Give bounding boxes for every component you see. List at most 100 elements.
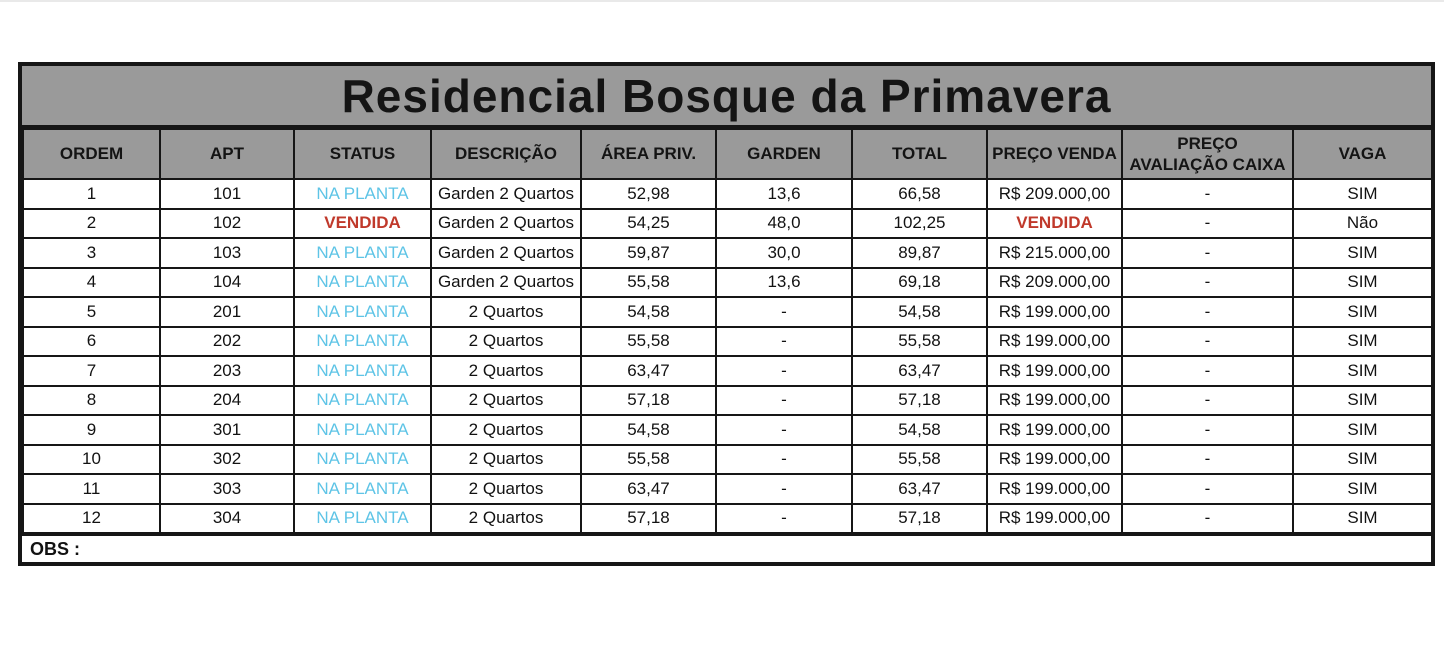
table-cell: SIM [1292,502,1433,534]
table-cell: Garden 2 Quartos [430,207,582,239]
table-cell: R$ 209.000,00 [986,178,1123,210]
table-row: 11 303 NA PLANTA 2 Quartos 63,47-63,47 R$ 199… [22,473,1433,505]
table-cell: - [715,473,853,505]
column-header: APT [159,128,295,180]
table-cell: 303 [159,473,295,505]
table-cell: 104 [159,266,295,298]
table-cell: 2 Quartos [430,414,582,446]
table-cell: - [715,325,853,357]
column-header: DESCRIÇÃO [430,128,582,180]
table-cell: 4 [22,266,161,298]
table-cell: NA PLANTA [293,473,432,505]
table-cell: 54,58 [851,414,988,446]
table-cell: VENDIDA [986,207,1123,239]
table-cell: - [1121,237,1294,269]
table-cell: 203 [159,355,295,387]
table-cell: NA PLANTA [293,178,432,210]
table-cell: R$ 199.000,00 [986,325,1123,357]
table-cell: 11 [22,473,161,505]
table-title: Residencial Bosque da Primavera [22,66,1431,128]
table-cell: 7 [22,355,161,387]
table-cell: - [715,443,853,475]
table-cell: - [1121,443,1294,475]
table-cell: NA PLANTA [293,355,432,387]
table-cell: 12 [22,502,161,534]
table-cell: - [1121,473,1294,505]
table-cell: 2 [22,207,161,239]
table-cell: 201 [159,296,295,328]
table-cell: 54,25 [580,207,717,239]
table-cell: - [1121,502,1294,534]
table-cell: - [1121,355,1294,387]
table-cell: SIM [1292,443,1433,475]
table-cell: 3 [22,237,161,269]
units-table: ORDEM APT STATUS DESCRIÇÃO ÁREA PRIV. GARDEN T… [22,128,1433,534]
table-cell: - [1121,296,1294,328]
table-cell: SIM [1292,325,1433,357]
table-cell: 304 [159,502,295,534]
table-cell: R$ 215.000,00 [986,237,1123,269]
table-cell: Garden 2 Quartos [430,178,582,210]
table-cell: 8 [22,384,161,416]
table-cell: SIM [1292,237,1433,269]
table-cell: 69,18 [851,266,988,298]
table-cell: 54,58 [580,296,717,328]
table-cell: 55,58 [580,443,717,475]
table-cell: 103 [159,237,295,269]
table-cell: 202 [159,325,295,357]
table-cell: 2 Quartos [430,473,582,505]
table-cell: 2 Quartos [430,443,582,475]
table-cell: NA PLANTA [293,414,432,446]
table-cell: R$ 199.000,00 [986,355,1123,387]
table-cell: SIM [1292,473,1433,505]
table-cell: 55,58 [851,325,988,357]
table-cell: R$ 199.000,00 [986,384,1123,416]
table-row: 3 103 NA PLANTA Garden 2 Quartos 59,87 30,0 89… [22,237,1433,269]
table-cell: R$ 199.000,00 [986,473,1123,505]
table-cell: 52,98 [580,178,717,210]
table-cell: - [715,296,853,328]
table-cell: 57,18 [851,502,988,534]
table-row: 12 304 NA PLANTA 2 Quartos 57,18-57,18 R$ 199… [22,502,1433,534]
column-header: ÁREA PRIV. [580,128,717,180]
table-row: 1 101 NA PLANTA Garden 2 Quartos 52,98 13,6 66… [22,178,1433,210]
table-row: 4 104 NA PLANTA Garden 2 Quartos 55,58 13,6 69… [22,266,1433,298]
table-row: 8 204 NA PLANTA 2 Quartos 57,18-57,18 R$ 199.… [22,384,1433,416]
table-cell: - [1121,207,1294,239]
table-cell: 5 [22,296,161,328]
column-header: PREÇO AVALIAÇÃO CAIXA [1121,128,1294,180]
table-cell: VENDIDA [293,207,432,239]
table-cell: 2 Quartos [430,355,582,387]
table-cell: R$ 199.000,00 [986,502,1123,534]
table-cell: - [715,414,853,446]
table-cell: - [715,502,853,534]
table-row: 6 202 NA PLANTA 2 Quartos 55,58-55,58 R$ 199.… [22,325,1433,357]
column-header: STATUS [293,128,432,180]
table-cell: SIM [1292,266,1433,298]
table-row: 5 201 NA PLANTA 2 Quartos 54,58-54,58 R$ 199.… [22,296,1433,328]
table-cell: 204 [159,384,295,416]
table-cell: 301 [159,414,295,446]
table-cell: 66,58 [851,178,988,210]
table-cell: R$ 199.000,00 [986,296,1123,328]
table-row: 10 302 NA PLANTA 2 Quartos 55,58-55,58 R$ 199… [22,443,1433,475]
table-row: 9 301 NA PLANTA 2 Quartos 54,58-54,58 R$ 199.… [22,414,1433,446]
table-cell: 2 Quartos [430,325,582,357]
table-cell: 63,47 [580,355,717,387]
table-cell: 54,58 [580,414,717,446]
column-header: TOTAL [851,128,988,180]
table-cell: 63,47 [580,473,717,505]
top-divider [0,0,1444,2]
obs-label: OBS : [30,538,81,559]
table-cell: NA PLANTA [293,266,432,298]
table-row: 2 102 VENDIDA Garden 2 Quartos 54,25 48,0 102,… [22,207,1433,239]
table-cell: NA PLANTA [293,502,432,534]
table-cell: 55,58 [851,443,988,475]
table-cell: R$ 209.000,00 [986,266,1123,298]
table-cell: 89,87 [851,237,988,269]
column-header: ORDEM [22,128,161,180]
table-cell: NA PLANTA [293,443,432,475]
table-cell: - [1121,414,1294,446]
table-cell: SIM [1292,384,1433,416]
table-cell: 13,6 [715,266,853,298]
